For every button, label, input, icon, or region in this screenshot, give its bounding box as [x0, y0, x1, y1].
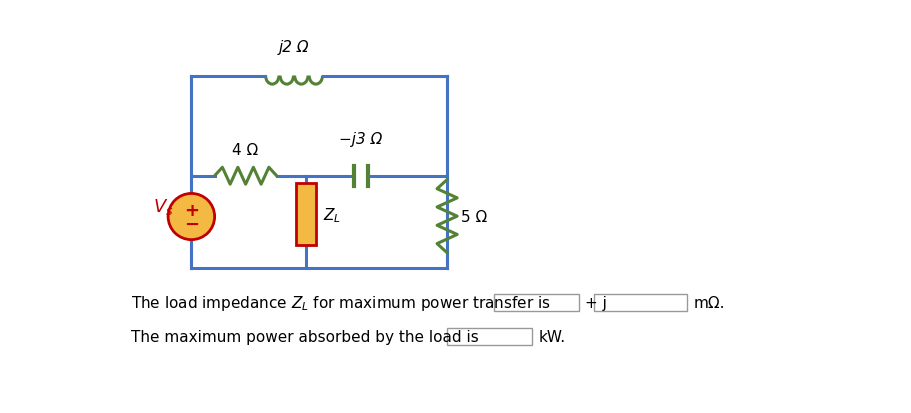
Text: mΩ.: mΩ. — [693, 296, 725, 311]
Text: 5 Ω: 5 Ω — [461, 209, 487, 224]
Text: −: − — [184, 216, 199, 234]
Bar — [494, 294, 578, 311]
Bar — [447, 328, 532, 345]
Circle shape — [169, 194, 215, 240]
Text: $Z_L$: $Z_L$ — [323, 205, 342, 224]
Text: +: + — [184, 202, 199, 220]
Text: $V_s$: $V_s$ — [153, 196, 174, 216]
Bar — [594, 294, 688, 311]
Text: j2 Ω: j2 Ω — [279, 40, 310, 55]
Text: 4 Ω: 4 Ω — [232, 143, 259, 158]
Text: + j: + j — [585, 296, 607, 311]
Text: kW.: kW. — [538, 329, 566, 344]
Bar — [296, 184, 316, 245]
Text: The maximum power absorbed by the load is: The maximum power absorbed by the load i… — [131, 329, 478, 344]
Text: −j3 Ω: −j3 Ω — [340, 132, 383, 147]
Text: The load impedance $Z_L$ for maximum power transfer is: The load impedance $Z_L$ for maximum pow… — [131, 294, 551, 313]
